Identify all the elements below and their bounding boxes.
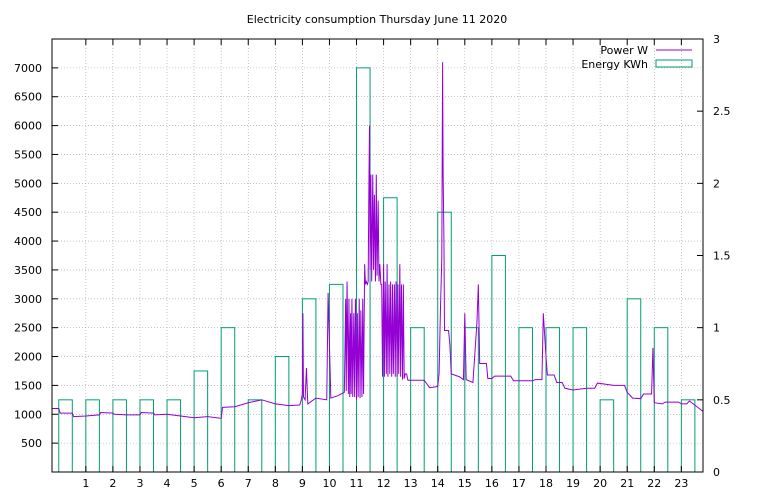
- x-tick-label: 21: [620, 477, 634, 490]
- x-tick-label: 7: [245, 477, 252, 490]
- y-right-tick-label: 1: [713, 322, 720, 335]
- x-tick-label: 20: [593, 477, 607, 490]
- y-left-tick-label: 4000: [14, 235, 42, 248]
- chart-title: Electricity consumption Thursday June 11…: [247, 13, 507, 26]
- chart-legend: Power W Energy KWh: [581, 44, 693, 71]
- x-tick-label: 17: [512, 477, 526, 490]
- x-tick-label: 16: [485, 477, 499, 490]
- power-line: [52, 62, 704, 419]
- energy-bar: [626, 298, 642, 473]
- y-axis-left: 500 1000 1500 2000 2500 3000 3500 4000 4500 5000 5…: [14, 62, 58, 450]
- energy-bar: [464, 327, 479, 473]
- x-tick-label: 18: [539, 477, 553, 490]
- x-tick-label: 9: [299, 477, 306, 490]
- x-tick-label: 1: [82, 477, 89, 490]
- x-axis: 1 2 3 4 5 6 7 8 9 10 11 12 13 14 15 16 17 18 19 20 21 22 23: [82, 39, 688, 490]
- y-left-tick-label: 7000: [14, 62, 42, 75]
- y-right-tick-label: 3: [713, 33, 720, 46]
- y-left-tick-label: 5500: [14, 148, 42, 161]
- x-tick-label: 13: [404, 477, 418, 490]
- y-left-tick-label: 4500: [14, 206, 42, 219]
- x-tick-label: 19: [566, 477, 580, 490]
- legend-swatch-energy: [655, 59, 693, 68]
- y-right-tick-label: 2: [713, 177, 720, 190]
- energy-bar: [85, 399, 100, 473]
- y-left-tick-label: 2500: [14, 322, 42, 335]
- y-right-tick-label: 1.5: [713, 250, 731, 263]
- energy-bar: [491, 255, 506, 473]
- x-tick-label: 2: [109, 477, 116, 490]
- energy-bar: [139, 399, 155, 473]
- x-tick-label: 4: [164, 477, 171, 490]
- y-left-tick-label: 500: [21, 437, 42, 450]
- x-tick-label: 8: [272, 477, 279, 490]
- y-left-tick-label: 1000: [14, 408, 42, 421]
- x-tick-label: 3: [136, 477, 143, 490]
- y-right-tick-label: 2.5: [713, 105, 731, 118]
- energy-bar: [680, 399, 696, 473]
- energy-bar: [193, 370, 209, 473]
- y-left-tick-label: 6000: [14, 120, 42, 133]
- energy-bar: [518, 327, 533, 473]
- y-left-tick-label: 5000: [14, 177, 42, 190]
- legend-label-energy: Energy KWh: [581, 58, 648, 71]
- legend-label-power: Power W: [600, 44, 648, 57]
- energy-bar: [220, 327, 236, 473]
- y-left-tick-label: 2000: [14, 351, 42, 364]
- x-tick-label: 11: [350, 477, 364, 490]
- x-tick-label: 15: [458, 477, 472, 490]
- y-right-tick-label: 0: [713, 466, 720, 479]
- y-left-tick-label: 3000: [14, 293, 42, 306]
- energy-bar: [328, 283, 344, 473]
- energy-bar: [410, 327, 425, 473]
- x-tick-label: 12: [377, 477, 391, 490]
- energy-bar: [545, 327, 561, 473]
- y-left-tick-label: 6500: [14, 91, 42, 104]
- x-tick-label: 6: [218, 477, 225, 490]
- y-axis-right: 0 0.5 1 1.5 2 2.5 3: [697, 33, 731, 479]
- energy-bar: [599, 399, 615, 473]
- x-tick-label: 10: [322, 477, 336, 490]
- y-left-tick-label: 1500: [14, 379, 42, 392]
- y-left-tick-label: 3500: [14, 264, 42, 277]
- energy-bar: [112, 399, 127, 473]
- x-tick-label: 22: [647, 477, 661, 490]
- energy-bar: [572, 327, 588, 473]
- energy-bar: [653, 327, 669, 473]
- x-tick-label: 5: [191, 477, 198, 490]
- x-tick-label: 14: [431, 477, 445, 490]
- y-right-tick-label: 0.5: [713, 394, 731, 407]
- x-tick-label: 23: [674, 477, 688, 490]
- energy-bar: [58, 399, 73, 473]
- power-line-group: [52, 62, 704, 419]
- energy-bar: [166, 399, 182, 473]
- energy-bar: [247, 399, 263, 473]
